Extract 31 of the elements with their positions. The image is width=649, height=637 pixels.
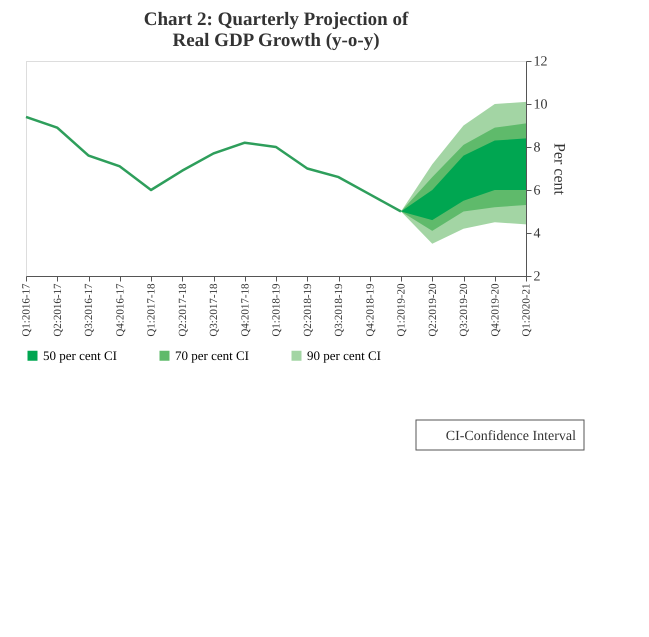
- text: Chart 2: Quarterly Projection of: [144, 9, 408, 30]
- y-tick-label: 10: [534, 98, 548, 112]
- x-tick-label: Q1:2017-18: [146, 283, 158, 337]
- x-tick-label: Q1:2016-17: [20, 283, 32, 337]
- text: CI-Confidence Interval: [446, 429, 576, 444]
- x-tick-label: Q2:2017-18: [176, 283, 189, 337]
- x-tick-label: Q4:2017-18: [239, 283, 252, 337]
- y-axis-title: Per cent: [550, 143, 568, 196]
- x-tick-label: Q2:2016-17: [52, 283, 64, 337]
- x-tick-label: Q2:2019-20: [426, 283, 439, 337]
- legend-label: 50 per cent CI: [43, 348, 118, 363]
- x-tick-label: Q2:2018-19: [302, 283, 314, 337]
- y-tick-label: 6: [534, 184, 540, 198]
- x-tick-label: Q3:2016-17: [83, 283, 95, 337]
- x-tick-label: Q1:2020-21: [520, 284, 532, 337]
- legend-label: 90 per cent CI: [307, 348, 382, 363]
- y-tick-label: 8: [534, 140, 540, 156]
- y-tick-label: 2: [534, 270, 540, 284]
- y-tick-label: 12: [534, 54, 548, 70]
- x-tick-label: Q1:2019-20: [396, 283, 408, 337]
- x-tick-label: Q4:2018-19: [364, 283, 376, 337]
- x-tick-label: Q3:2017-18: [208, 283, 220, 337]
- x-tick-label: Q4:2016-17: [114, 283, 126, 337]
- x-tick-label: Q3:2018-19: [333, 283, 345, 337]
- x-tick-label: Q3:2019-20: [458, 283, 470, 337]
- line-series: [24, 116, 402, 213]
- x-tick-label: Q1:2018-19: [270, 283, 282, 337]
- x-tick-label: Q4:2019-20: [489, 283, 502, 337]
- y-tick-label: 4: [534, 226, 540, 242]
- legend-label: 70 per cent CI: [175, 348, 250, 363]
- text: Real GDP Growth (y-o-y): [172, 30, 380, 51]
